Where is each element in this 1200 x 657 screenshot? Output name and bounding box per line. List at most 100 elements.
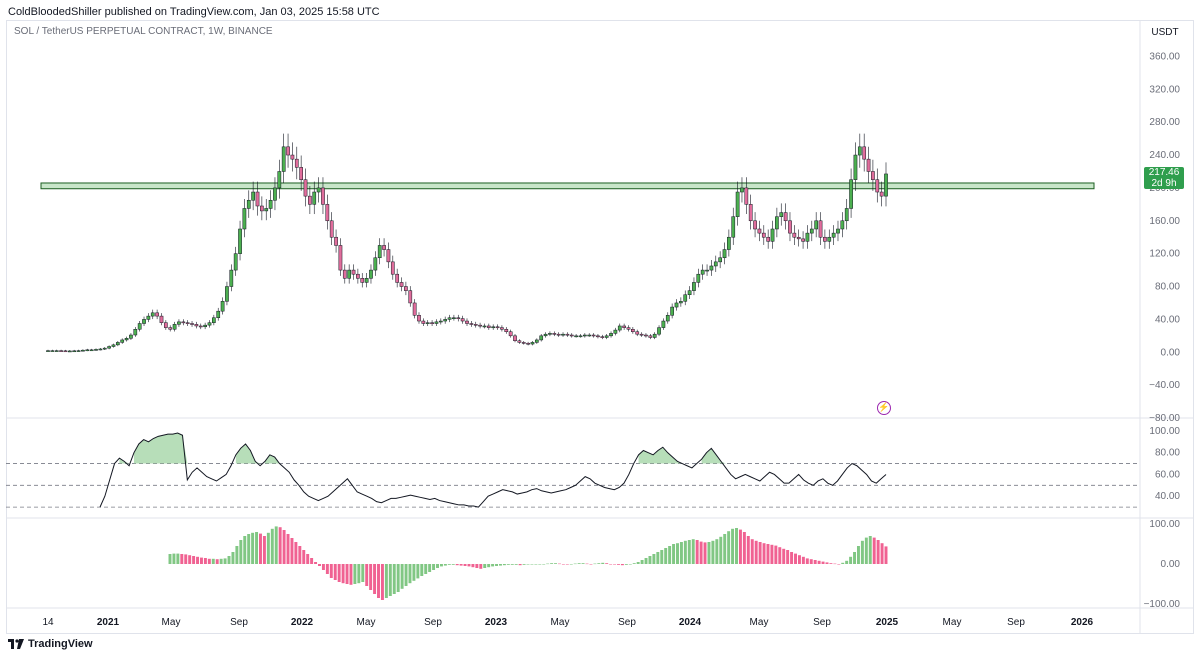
candle-down[interactable] bbox=[456, 317, 461, 319]
candle-down[interactable] bbox=[517, 340, 522, 343]
candle-up[interactable] bbox=[72, 350, 77, 353]
candle-up[interactable] bbox=[137, 323, 142, 330]
candle-down[interactable] bbox=[59, 350, 63, 352]
candle-up[interactable] bbox=[312, 191, 317, 205]
candle-up[interactable] bbox=[46, 350, 50, 352]
candle-down[interactable] bbox=[823, 236, 827, 242]
candle-up[interactable] bbox=[111, 344, 116, 347]
candle-down[interactable] bbox=[801, 238, 805, 242]
candle-down[interactable] bbox=[404, 286, 408, 291]
candle-down[interactable] bbox=[325, 204, 330, 222]
candle-down[interactable] bbox=[194, 324, 199, 327]
candle-down[interactable] bbox=[504, 329, 509, 332]
candle-up[interactable] bbox=[107, 346, 111, 349]
candle-up[interactable] bbox=[281, 146, 286, 172]
candle-down[interactable] bbox=[631, 329, 635, 332]
candle-up[interactable] bbox=[81, 349, 85, 352]
candle-up[interactable] bbox=[775, 216, 779, 230]
candle-down[interactable] bbox=[255, 191, 260, 207]
candle-up[interactable] bbox=[220, 301, 225, 312]
candle-up[interactable] bbox=[85, 349, 90, 352]
candle-up[interactable] bbox=[251, 191, 255, 201]
candle-down[interactable] bbox=[408, 290, 413, 304]
candle-up[interactable] bbox=[574, 335, 578, 338]
candle-up[interactable] bbox=[840, 220, 845, 230]
candle-up[interactable] bbox=[347, 269, 352, 279]
candle-up[interactable] bbox=[657, 327, 661, 335]
candle-up[interactable] bbox=[120, 339, 125, 343]
candle-down[interactable] bbox=[342, 269, 347, 279]
candle-up[interactable] bbox=[129, 334, 133, 339]
candle-up[interactable] bbox=[652, 333, 657, 338]
candle-up[interactable] bbox=[229, 269, 234, 287]
candle-down[interactable] bbox=[862, 146, 867, 160]
candle-down[interactable] bbox=[521, 342, 526, 344]
candle-down[interactable] bbox=[465, 320, 469, 324]
candle-up[interactable] bbox=[727, 236, 731, 250]
candle-up[interactable] bbox=[534, 339, 539, 343]
candle-up[interactable] bbox=[670, 306, 674, 316]
candle-down[interactable] bbox=[591, 334, 596, 337]
candle-down[interactable] bbox=[260, 205, 264, 212]
candle-down[interactable] bbox=[871, 171, 875, 180]
candle-up[interactable] bbox=[582, 334, 587, 337]
candle-up[interactable] bbox=[438, 320, 443, 323]
candle-up[interactable] bbox=[814, 220, 819, 230]
candle-down[interactable] bbox=[596, 335, 600, 338]
candle-up[interactable] bbox=[482, 325, 487, 328]
candle-up[interactable] bbox=[364, 278, 369, 283]
candle-down[interactable] bbox=[748, 204, 753, 222]
candle-up[interactable] bbox=[369, 269, 373, 279]
candle-up[interactable] bbox=[740, 187, 744, 193]
candle-down[interactable] bbox=[766, 236, 771, 242]
candle-down[interactable] bbox=[181, 321, 186, 324]
candle-up[interactable] bbox=[316, 187, 321, 193]
candle-down[interactable] bbox=[395, 273, 400, 283]
candle-down[interactable] bbox=[168, 327, 173, 330]
candle-down[interactable] bbox=[626, 327, 631, 330]
candle-down[interactable] bbox=[478, 324, 482, 327]
candle-down[interactable] bbox=[635, 331, 640, 335]
candle-up[interactable] bbox=[491, 326, 496, 329]
candle-up[interactable] bbox=[76, 350, 81, 352]
candle-up[interactable] bbox=[718, 257, 722, 263]
candle-up[interactable] bbox=[246, 199, 251, 209]
candle-up[interactable] bbox=[452, 317, 456, 319]
candle-down[interactable] bbox=[303, 179, 308, 197]
candle-up[interactable] bbox=[731, 216, 736, 238]
candle-down[interactable] bbox=[818, 220, 823, 238]
candle-down[interactable] bbox=[334, 236, 338, 246]
candle-up[interactable] bbox=[827, 236, 832, 242]
candle-up[interactable] bbox=[661, 320, 666, 328]
candle-down[interactable] bbox=[644, 334, 648, 337]
candle-up[interactable] bbox=[212, 317, 216, 323]
currency-label[interactable]: USDT bbox=[1151, 27, 1179, 38]
candle-up[interactable] bbox=[277, 171, 282, 189]
candle-up[interactable] bbox=[613, 329, 618, 334]
candle-down[interactable] bbox=[308, 195, 312, 205]
candle-down[interactable] bbox=[513, 335, 517, 342]
candle-up[interactable] bbox=[578, 335, 583, 338]
candle-down[interactable] bbox=[412, 302, 417, 316]
candle-up[interactable] bbox=[146, 315, 151, 320]
candle-down[interactable] bbox=[163, 322, 168, 328]
candle-down[interactable] bbox=[63, 350, 68, 353]
candle-up[interactable] bbox=[233, 253, 238, 271]
candle-up[interactable] bbox=[216, 310, 221, 318]
candle-up[interactable] bbox=[434, 321, 439, 324]
candle-down[interactable] bbox=[338, 245, 343, 271]
candle-down[interactable] bbox=[788, 220, 792, 234]
candle-up[interactable] bbox=[700, 269, 705, 275]
candle-up[interactable] bbox=[609, 333, 613, 337]
candle-up[interactable] bbox=[203, 324, 207, 328]
candle-up[interactable] bbox=[242, 208, 247, 230]
candle-up[interactable] bbox=[692, 282, 696, 291]
candle-down[interactable] bbox=[329, 220, 334, 238]
candle-up[interactable] bbox=[172, 324, 177, 330]
candle-down[interactable] bbox=[526, 342, 530, 345]
candle-down[interactable] bbox=[198, 325, 203, 328]
candle-down[interactable] bbox=[399, 282, 404, 287]
candle-up[interactable] bbox=[844, 208, 849, 222]
candle-up[interactable] bbox=[443, 319, 448, 322]
candle-up[interactable] bbox=[587, 334, 592, 337]
